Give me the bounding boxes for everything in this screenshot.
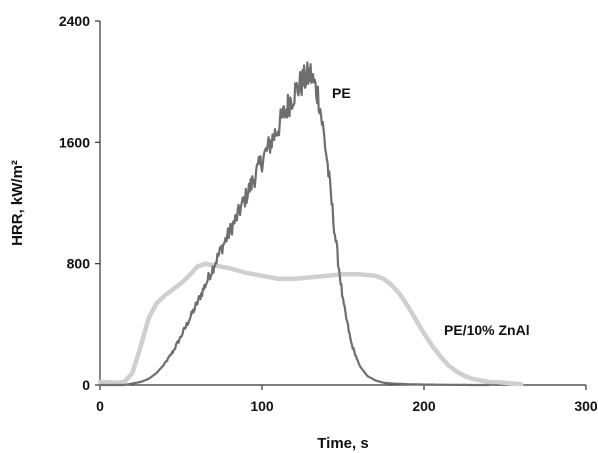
x-tick-label: 100 <box>250 398 274 414</box>
plot-area <box>99 21 586 386</box>
x-tick-label: 300 <box>574 398 598 414</box>
series-line-pe-znal <box>97 261 524 387</box>
y-axis-title: HRR, kW/m² <box>9 160 26 246</box>
series-label-pe: PE <box>332 85 351 101</box>
y-tick-label: 2400 <box>59 13 90 29</box>
y-tick-label: 1600 <box>59 134 90 150</box>
y-tick-label: 800 <box>67 256 91 272</box>
series-layer <box>97 61 524 387</box>
x-axis-ticks: 0 100 200 300 <box>96 385 598 414</box>
x-axis-title: Time, s <box>317 435 368 452</box>
x-tick-label: 0 <box>96 398 104 414</box>
y-tick-label: 0 <box>82 377 90 393</box>
series-line-pe <box>98 61 490 387</box>
series-label-pe-znal: PE/10% ZnAl <box>444 322 530 338</box>
x-tick-label: 200 <box>412 398 436 414</box>
y-axis-ticks: 0 800 1600 2400 <box>59 13 100 393</box>
